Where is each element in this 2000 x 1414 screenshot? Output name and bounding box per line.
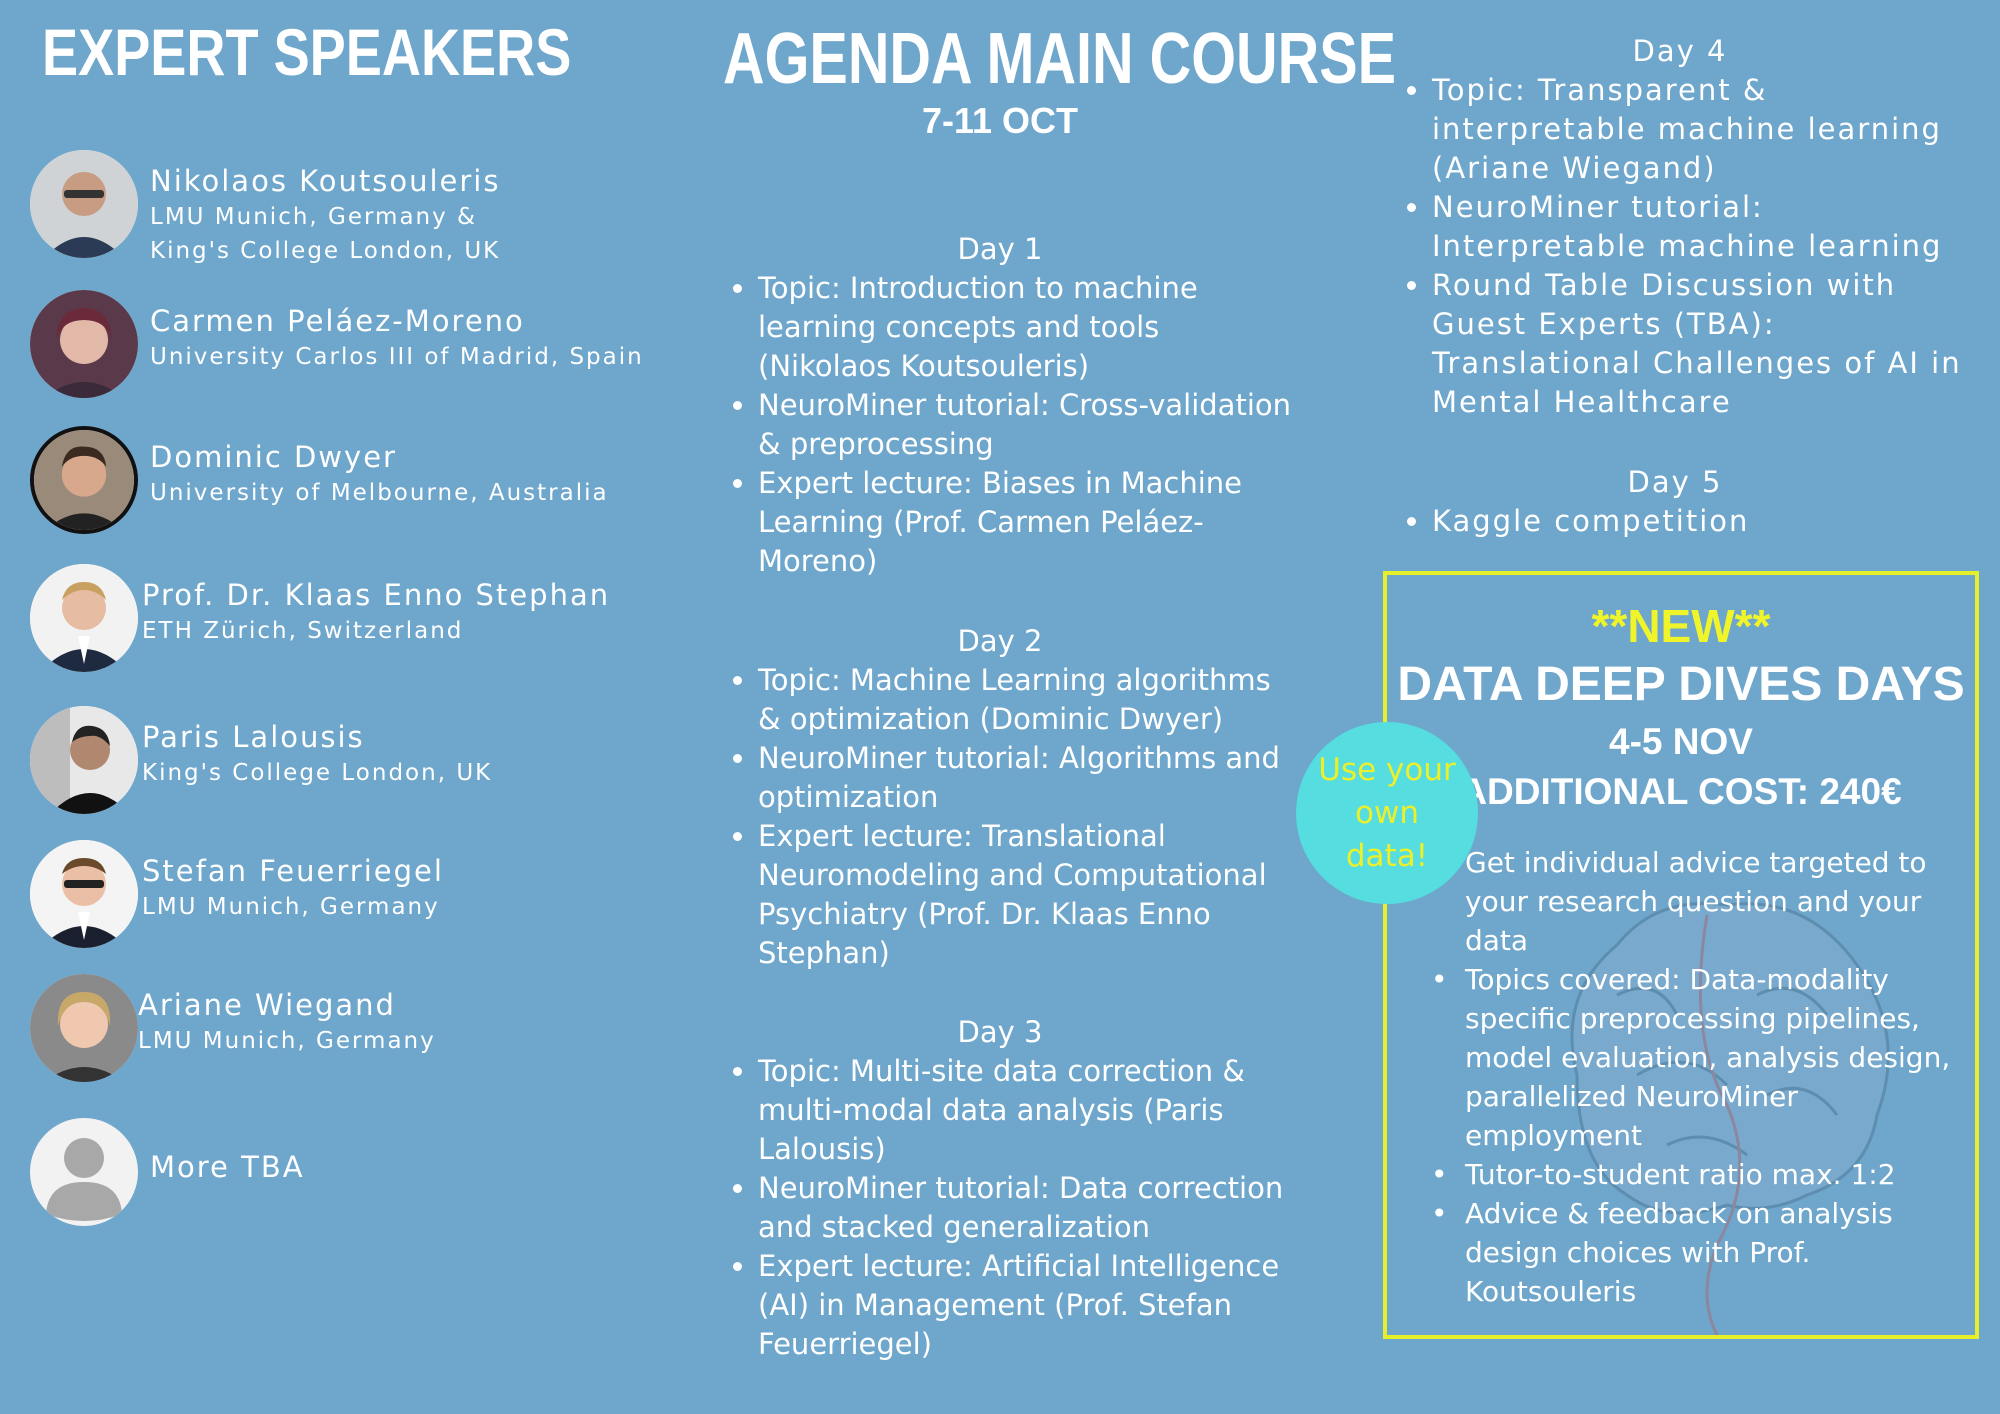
speaker-name: Dominic Dwyer bbox=[150, 440, 397, 474]
bubble-text: Use your own data! bbox=[1318, 751, 1456, 874]
list-item: Kaggle competition bbox=[1432, 502, 1990, 541]
speaker-dwyer: Dominic Dwyer University of Melbourne, A… bbox=[30, 426, 609, 534]
person-photo-icon bbox=[30, 150, 138, 258]
list-item: Expert lecture: Biases in Machine Learni… bbox=[758, 464, 1300, 581]
agenda-title: AGENDA MAIN COURSE bbox=[723, 19, 1397, 99]
person-photo-icon bbox=[30, 840, 138, 948]
deep-dive-box: **NEW** DATA DEEP DIVES DAYS 4-5 NOV ADD… bbox=[1383, 571, 1979, 1339]
person-photo-icon bbox=[30, 706, 138, 814]
day-5-block: Day 5 Kaggle competition bbox=[1390, 462, 1990, 541]
speaker-affiliation: King's College London, UK bbox=[142, 760, 493, 786]
person-photo-icon bbox=[30, 564, 138, 672]
list-item: NeuroMiner tutorial: Data correction and… bbox=[758, 1169, 1300, 1247]
list-item: Topic: Transparent & interpretable machi… bbox=[1432, 71, 1990, 188]
speaker-affiliation: ETH Zürich, Switzerland bbox=[142, 618, 464, 644]
list-item: Topic: Multi-site data correction & mult… bbox=[758, 1052, 1300, 1169]
speakers-title: EXPERT SPEAKERS bbox=[42, 15, 572, 89]
list-item: Expert lecture: Translational Neuromodel… bbox=[758, 817, 1300, 973]
person-photo-icon bbox=[30, 426, 138, 534]
speaker-affiliation: University Carlos III of Madrid, Spain bbox=[150, 344, 644, 370]
speaker-affiliation: LMU Munich, Germany bbox=[142, 894, 440, 920]
day-label: Day 3 bbox=[957, 1015, 1043, 1049]
speaker-name: Prof. Dr. Klaas Enno Stephan bbox=[142, 578, 611, 612]
agenda-dates: 7-11 OCT bbox=[921, 100, 1079, 141]
day-label: Day 5 bbox=[1627, 465, 1723, 499]
speaker-feuerriegel: Stefan Feuerriegel LMU Munich, Germany bbox=[30, 840, 444, 948]
placeholder-avatar-icon bbox=[30, 1118, 138, 1226]
person-photo-icon bbox=[30, 974, 138, 1082]
list-item: Tutor-to-student ratio max. 1:2 bbox=[1431, 1155, 1965, 1194]
day-4-block: Day 4 Topic: Transparent & interpretable… bbox=[1390, 31, 1990, 422]
list-item: Topic: Machine Learning algorithms & opt… bbox=[758, 661, 1300, 739]
speaker-name: Nikolaos Koutsouleris bbox=[150, 164, 501, 198]
day-label: Day 4 bbox=[1632, 34, 1728, 68]
person-photo-icon bbox=[30, 290, 138, 398]
deep-dive-dates: 4-5 NOV bbox=[1609, 721, 1753, 762]
list-item: Topics covered: Data-modality specific p… bbox=[1431, 960, 1965, 1155]
speaker-stephan: Prof. Dr. Klaas Enno Stephan ETH Zürich,… bbox=[30, 564, 610, 672]
day-label: Day 1 bbox=[957, 232, 1043, 266]
list-item: Expert lecture: Artificial Intelligence … bbox=[758, 1247, 1300, 1364]
speaker-name: Paris Lalousis bbox=[142, 720, 365, 754]
speaker-wiegand: Ariane Wiegand LMU Munich, Germany bbox=[30, 974, 436, 1082]
list-item: NeuroMiner tutorial: Algorithms and opti… bbox=[758, 739, 1300, 817]
deep-dive-details: Get individual advice targeted to your r… bbox=[1431, 843, 1965, 1311]
speaker-name: More TBA bbox=[150, 1150, 305, 1184]
list-item: NeuroMiner tutorial: Interpretable machi… bbox=[1432, 188, 1990, 266]
speaker-name: Ariane Wiegand bbox=[138, 988, 396, 1022]
list-item: Round Table Discussion with Guest Expert… bbox=[1432, 266, 1990, 422]
deep-dive-cost: ADDITIONAL COST: 240€ bbox=[1460, 771, 1902, 812]
list-item: NeuroMiner tutorial: Cross-validation & … bbox=[758, 386, 1300, 464]
deep-dive-title: DATA DEEP DIVES DAYS bbox=[1397, 658, 1965, 711]
speaker-affiliation: King's College London, UK bbox=[150, 238, 501, 264]
use-your-data-bubble: Use your own data! bbox=[1296, 722, 1478, 904]
speaker-affiliation: LMU Munich, Germany bbox=[138, 1028, 436, 1054]
speaker-pelaez-moreno: Carmen Peláez-Moreno University Carlos I… bbox=[30, 290, 644, 398]
speaker-koutsouleris: Nikolaos Koutsouleris LMU Munich, German… bbox=[30, 150, 500, 268]
speaker-name: Stefan Feuerriegel bbox=[142, 854, 444, 888]
day-1-block: Day 1 Topic: Introduction to machine lea… bbox=[700, 229, 1300, 581]
list-item: Topic: Introduction to machine learning … bbox=[758, 269, 1300, 386]
day-3-block: Day 3 Topic: Multi-site data correction … bbox=[700, 1012, 1300, 1364]
day-label: Day 2 bbox=[957, 624, 1043, 658]
new-tag: **NEW** bbox=[1591, 600, 1771, 652]
speaker-affiliation: University of Melbourne, Australia bbox=[150, 480, 609, 506]
day-2-block: Day 2 Topic: Machine Learning algorithms… bbox=[700, 621, 1300, 973]
speaker-more-tba: More TBA bbox=[30, 1118, 305, 1226]
speaker-affiliation: LMU Munich, Germany & bbox=[150, 204, 477, 230]
speaker-lalousis: Paris Lalousis King's College London, UK bbox=[30, 706, 492, 814]
speaker-name: Carmen Peláez-Moreno bbox=[150, 304, 525, 338]
list-item: Advice & feedback on analysis design cho… bbox=[1431, 1194, 1965, 1311]
list-item: Get individual advice targeted to your r… bbox=[1465, 846, 1927, 957]
